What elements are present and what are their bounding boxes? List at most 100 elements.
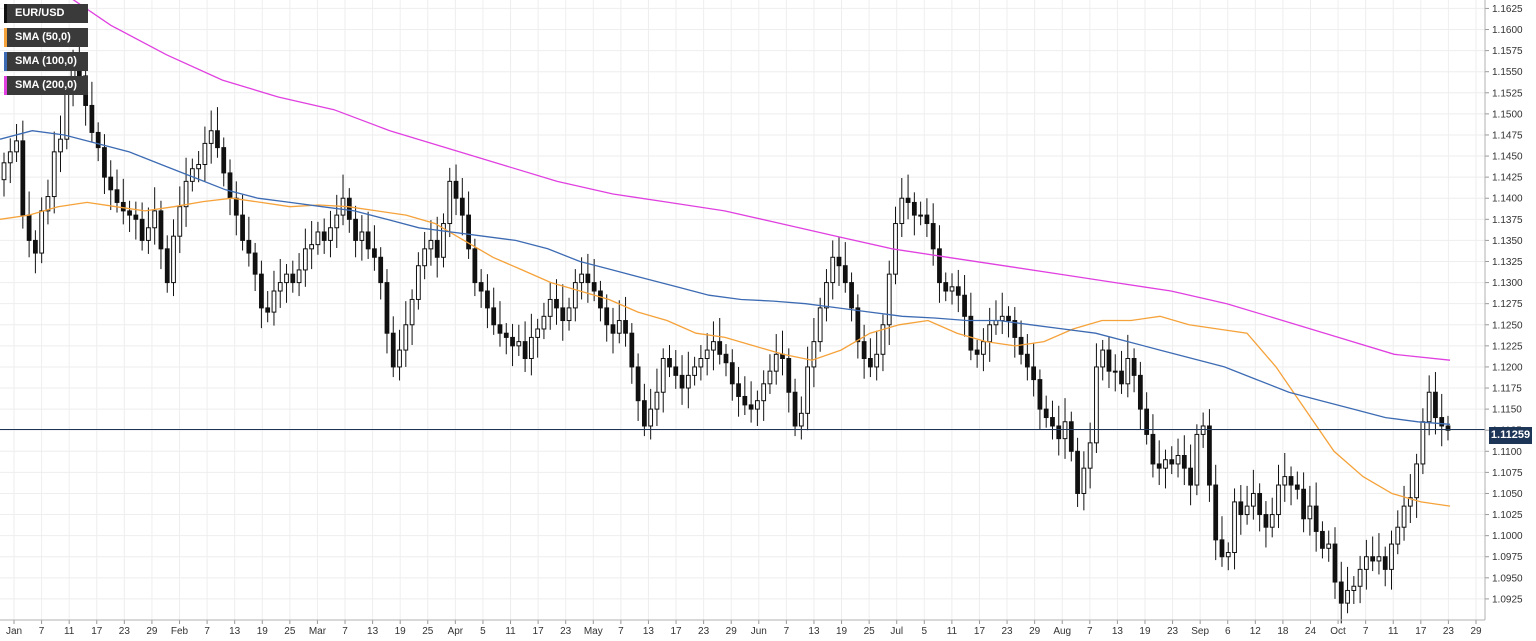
y-tick-label: 1.1625 xyxy=(1492,4,1523,15)
candle xyxy=(704,333,710,376)
y-tick-label: 1.1500 xyxy=(1492,109,1523,120)
candle-body xyxy=(95,131,101,149)
candle-body xyxy=(1276,484,1281,516)
candle xyxy=(1238,485,1244,535)
candle-body xyxy=(805,366,811,414)
candle xyxy=(89,81,95,143)
candle xyxy=(227,159,233,216)
candle-body xyxy=(610,324,616,334)
legend-swatch xyxy=(4,52,7,71)
legend-item-sma100[interactable]: SMA (100,0) xyxy=(4,52,88,71)
legend-label: SMA (100,0) xyxy=(15,55,77,67)
candle-body xyxy=(937,248,942,284)
candle xyxy=(528,313,534,376)
candle xyxy=(1100,339,1106,381)
candle-body xyxy=(849,282,854,309)
candle-body xyxy=(1351,585,1357,591)
legend-item-sma50[interactable]: SMA (50,0) xyxy=(4,28,88,47)
candle-body xyxy=(616,320,622,334)
candle xyxy=(1263,501,1269,548)
candle-body xyxy=(1175,455,1181,465)
x-tick-label: 7 xyxy=(1363,626,1369,637)
candle xyxy=(497,301,503,347)
candle-body xyxy=(824,282,829,309)
candle xyxy=(340,174,346,226)
candle-body xyxy=(798,412,804,427)
candle-body xyxy=(623,320,628,334)
candle-body xyxy=(152,210,158,229)
y-tick-label: 1.1050 xyxy=(1492,489,1523,500)
candle xyxy=(321,218,327,254)
candle-body xyxy=(673,366,679,376)
candle xyxy=(39,197,45,264)
candle xyxy=(428,220,434,266)
candle-body xyxy=(183,180,189,208)
candle xyxy=(1225,542,1231,571)
candle-body xyxy=(510,336,515,347)
candle xyxy=(880,314,886,372)
x-tick-label: 6 xyxy=(1225,626,1231,637)
candle xyxy=(1037,369,1043,430)
candle xyxy=(855,294,861,359)
candle xyxy=(1307,485,1313,536)
candle xyxy=(265,291,271,323)
candle-body xyxy=(177,206,183,237)
candle xyxy=(1012,307,1018,358)
candle-body xyxy=(466,214,471,250)
candle xyxy=(660,348,666,413)
candle xyxy=(1018,320,1024,365)
candle-body xyxy=(265,307,271,313)
y-tick-label: 1.0925 xyxy=(1492,594,1523,605)
candle xyxy=(259,260,264,329)
candle xyxy=(120,178,126,225)
y-tick-label: 1.1525 xyxy=(1492,88,1523,99)
candle xyxy=(849,272,854,322)
candle-body xyxy=(855,307,861,343)
candle xyxy=(723,344,729,377)
legend-item-sma200[interactable]: SMA (200,0) xyxy=(4,76,88,95)
candle xyxy=(1294,471,1300,500)
candle-body xyxy=(328,227,333,241)
candle xyxy=(58,115,63,173)
candle-body xyxy=(761,383,767,402)
candle xyxy=(1338,561,1344,624)
candle-body xyxy=(127,210,132,216)
candle-body xyxy=(811,341,817,368)
candle xyxy=(654,368,660,426)
candle xyxy=(1363,539,1369,590)
candle-body xyxy=(786,358,792,393)
x-tick-label: 29 xyxy=(1470,626,1482,637)
candle xyxy=(409,289,415,346)
candle-body xyxy=(566,307,572,322)
y-tick-label: 1.1600 xyxy=(1492,25,1523,36)
legend-item-eurusd[interactable]: EUR/USD xyxy=(4,4,88,23)
x-tick-label: 24 xyxy=(1305,626,1317,637)
candle-body xyxy=(1420,421,1426,465)
candle xyxy=(447,167,453,238)
y-tick-label: 1.1350 xyxy=(1492,236,1523,247)
candle xyxy=(591,258,597,302)
candle xyxy=(1144,392,1150,445)
candle xyxy=(1081,451,1087,511)
candle-body xyxy=(171,235,176,284)
candle-body xyxy=(554,298,559,309)
candle-body xyxy=(748,404,754,410)
candle-body xyxy=(886,273,892,326)
legend-swatch xyxy=(4,76,7,95)
candle-body xyxy=(459,197,465,216)
candle-body xyxy=(1269,514,1275,528)
candle-body xyxy=(51,151,57,198)
candle xyxy=(874,330,880,381)
candle-body xyxy=(139,218,145,241)
x-tick-label: 7 xyxy=(1087,626,1093,637)
candle-body xyxy=(1207,425,1212,486)
candle-body xyxy=(943,282,949,292)
x-tick-label: 17 xyxy=(974,626,986,637)
candle xyxy=(315,221,321,255)
candle xyxy=(95,122,101,162)
candle-body xyxy=(146,227,151,241)
candle-body xyxy=(108,176,114,191)
candle-body xyxy=(1439,417,1445,427)
candle-body xyxy=(33,239,38,254)
candle xyxy=(290,260,296,293)
